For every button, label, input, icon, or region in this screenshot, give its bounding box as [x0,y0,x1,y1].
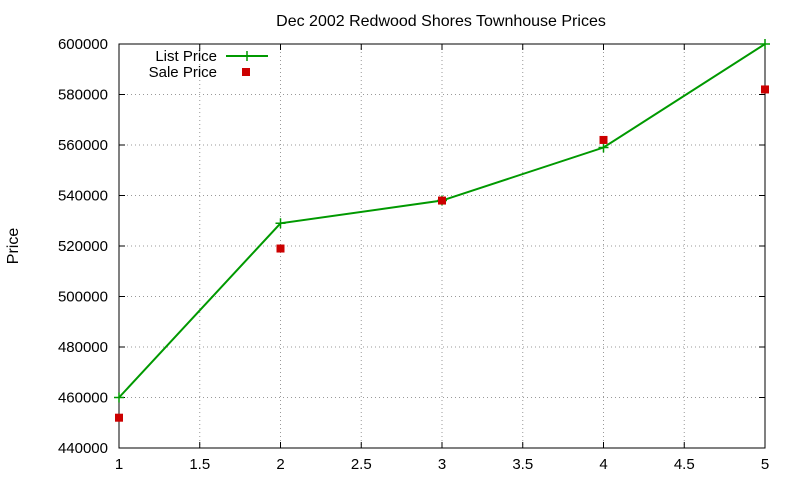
y-tick-label: 560000 [58,137,108,154]
data-point-square [438,196,446,205]
x-tick-label: 4 [599,456,607,473]
data-point-plus [114,392,124,403]
series-1 [115,85,769,422]
axis-ticks: 1 1.5 2 2.5 3 3.5 4 4.5 5 440000 460000 480000 50000… [58,36,769,473]
y-tick-label: 460000 [58,390,108,407]
series-layer [114,39,770,422]
data-point-square [276,244,285,253]
x-tick-label: 1.5 [189,456,210,473]
legend-swatch-plus [242,51,252,61]
y-tick-label: 440000 [58,440,108,457]
data-point-square [599,135,608,144]
chart-title: Dec 2002 Redwood Shores Townhouse Prices [276,13,606,30]
x-tick-label: 3 [438,456,446,473]
x-tick-label: 2 [276,456,284,473]
legend-label: Sale Price [149,64,217,81]
data-point-plus [275,218,286,229]
data-point-plus [598,142,609,153]
legend-label: List Price [155,48,217,65]
x-tick-label: 3.5 [512,456,533,473]
y-tick-label: 580000 [58,87,108,104]
data-point-square [761,85,769,94]
y-tick-label: 600000 [58,36,108,53]
x-tick-label: 5 [761,456,769,473]
y-axis-label: Price [5,228,22,265]
data-point-square [115,413,123,422]
y-tick-label: 480000 [58,339,108,356]
y-tick-label: 540000 [58,188,108,205]
y-tick-label: 500000 [58,289,108,306]
grid [119,44,765,448]
x-tick-label: 1 [115,456,123,473]
y-tick-label: 520000 [58,238,108,255]
x-tick-label: 4.5 [674,456,695,473]
x-tick-label: 2.5 [351,456,372,473]
legend-swatch-square [242,68,250,76]
data-point-plus [760,39,770,49]
